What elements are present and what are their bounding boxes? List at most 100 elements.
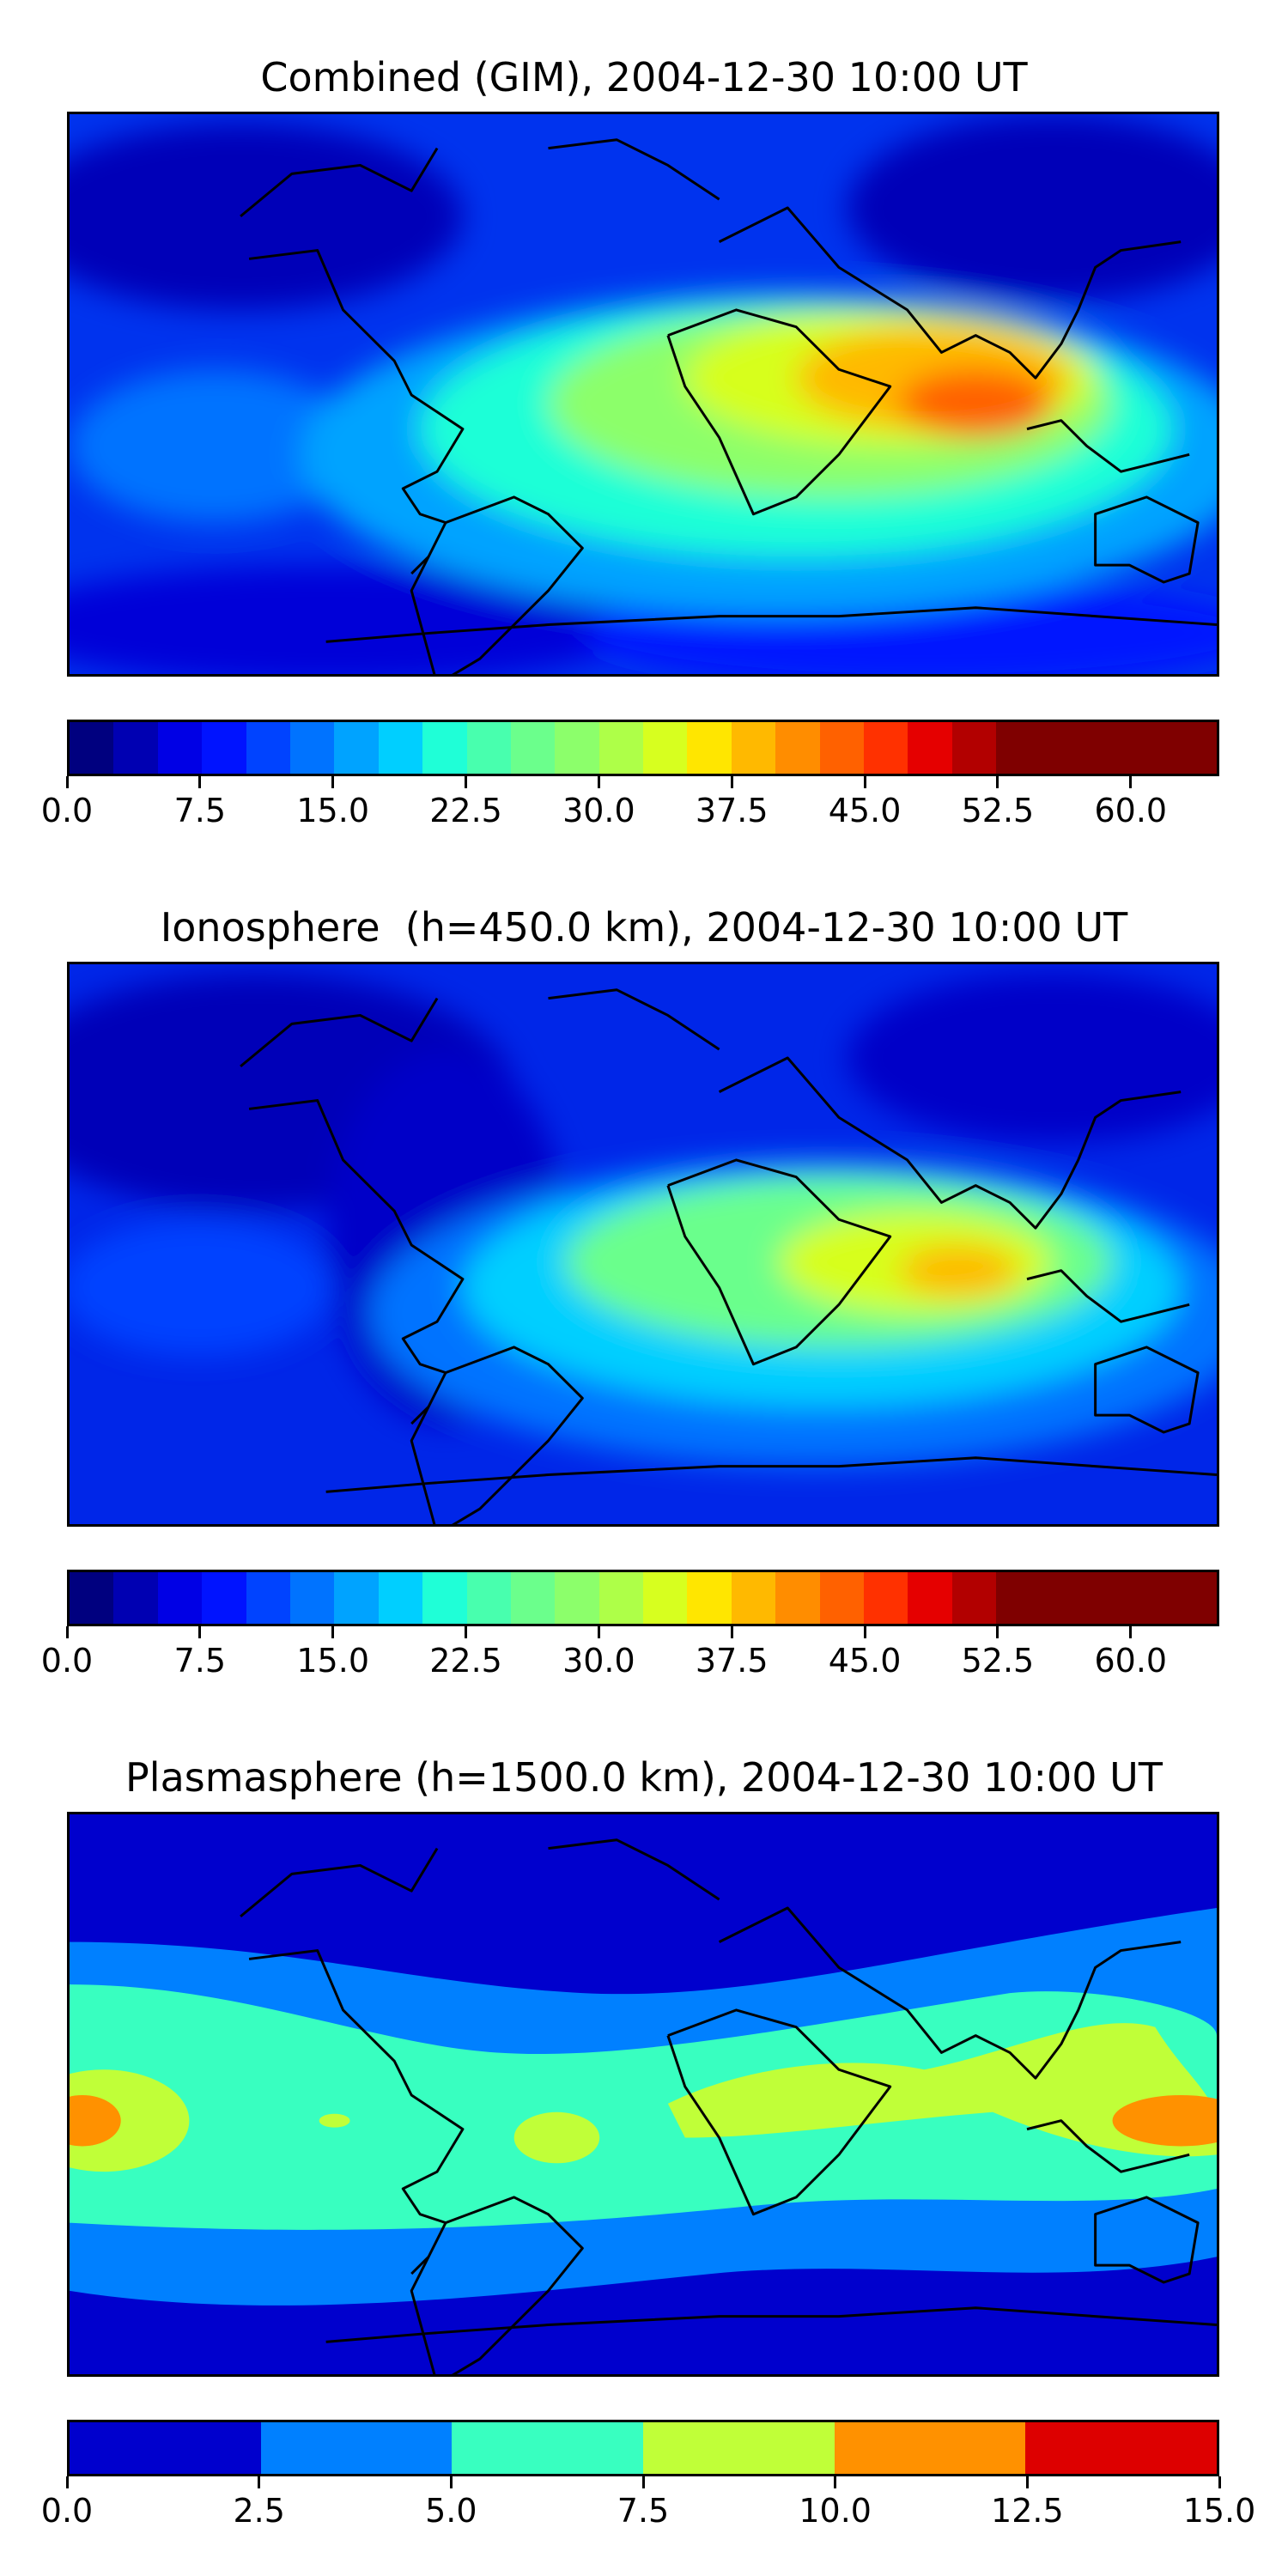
colorbar-tick [331, 1626, 335, 1638]
colorbar-segment [775, 1572, 820, 1624]
colorbar-tick-label: 12.5 [991, 2492, 1064, 2530]
colorbar-segment [687, 722, 732, 774]
colorbar-tick-label: 15.0 [1182, 2492, 1256, 2530]
colorbar-tick-label: 30.0 [562, 1642, 635, 1680]
colorbar-tick [198, 776, 202, 788]
colorbar-segment [113, 722, 158, 774]
plasmasphere-colorbar [67, 2420, 1219, 2476]
colorbar-segment [1025, 2422, 1217, 2474]
colorbar-segment [951, 1572, 997, 1624]
colorbar-tick-label: 0.0 [40, 1642, 94, 1680]
colorbar-tick-label: 22.5 [429, 1642, 502, 1680]
colorbar-segment [260, 2422, 453, 2474]
colorbar-segment [1172, 722, 1217, 774]
colorbar-segment [113, 1572, 158, 1624]
colorbar-tick [597, 776, 600, 788]
colorbar-segment [246, 1572, 290, 1624]
colorbar-tick-label: 15.0 [296, 792, 369, 829]
colorbar-tick-label: 45.0 [828, 1642, 902, 1680]
colorbar-segment [289, 1572, 335, 1624]
colorbar-tick [730, 776, 733, 788]
colorbar-segment [864, 1572, 908, 1624]
colorbar-segment [378, 1572, 423, 1624]
colorbar-tick [65, 2476, 69, 2488]
colorbar-tick-label: 5.0 [425, 2492, 477, 2530]
colorbar-tick [996, 1626, 999, 1638]
plasmasphere-title: Plasmasphere (h=1500.0 km), 2004-12-30 1… [125, 1754, 1163, 1801]
colorbar-tick-label: 45.0 [828, 792, 902, 829]
colorbar-segment [1040, 1572, 1084, 1624]
colorbar-tick [1218, 2476, 1221, 2488]
colorbar-tick [465, 776, 468, 788]
colorbar-segment [555, 1572, 599, 1624]
colorbar-segment [70, 722, 114, 774]
colorbar-segment [334, 722, 379, 774]
colorbar-segment [908, 722, 952, 774]
colorbar-tick-label: 60.0 [1094, 1642, 1168, 1680]
colorbar-tick [1129, 776, 1133, 788]
colorbar-segment [996, 1572, 1041, 1624]
coastlines [240, 988, 1217, 1524]
colorbar-tick [331, 776, 335, 788]
coastlines [240, 138, 1217, 674]
colorbar-tick-label: 7.5 [173, 792, 227, 829]
colorbar-segment [643, 2422, 835, 2474]
colorbar-segment [819, 722, 865, 774]
colorbar-tick-label: 10.0 [799, 2492, 872, 2530]
colorbar-tick-label: 7.5 [173, 1642, 227, 1680]
colorbar-tick [449, 2476, 453, 2488]
colorbar-tick-label: 30.0 [562, 792, 635, 829]
colorbar-segment [334, 1572, 379, 1624]
ionosphere-contour-field [70, 964, 1217, 1524]
colorbar-tick-label: 37.5 [695, 792, 769, 829]
colorbar-segment [687, 1572, 732, 1624]
colorbar-segment [908, 1572, 952, 1624]
colorbar-segment [555, 722, 599, 774]
colorbar-segment [452, 2422, 644, 2474]
colorbar-segment [246, 722, 290, 774]
colorbar-segment [1128, 722, 1173, 774]
colorbar-segment [598, 722, 644, 774]
colorbar-tick-label: 2.5 [233, 2492, 285, 2530]
plasmasphere-map [67, 1812, 1219, 2377]
ionosphere-title: Ionosphere (h=450.0 km), 2004-12-30 10:0… [160, 904, 1128, 951]
colorbar-segment [70, 1572, 114, 1624]
colorbar-segment [864, 722, 908, 774]
colorbar-tick-label: 60.0 [1094, 792, 1168, 829]
combined-colorbar [67, 720, 1219, 776]
colorbar-tick [641, 2476, 645, 2488]
ionosphere-map [67, 962, 1219, 1527]
colorbar-segment [510, 722, 556, 774]
colorbar-tick [198, 1626, 202, 1638]
colorbar-segment [643, 1572, 688, 1624]
plasmasphere-contour-field [70, 1814, 1217, 2374]
colorbar-tick [863, 1626, 866, 1638]
colorbar-segment [70, 2422, 261, 2474]
colorbar-segment [731, 1572, 776, 1624]
colorbar-segment [1084, 722, 1129, 774]
colorbar-tick [1129, 1626, 1133, 1638]
colorbar-segment [643, 722, 688, 774]
colorbar-tick [65, 1626, 69, 1638]
colorbar-segment [1128, 1572, 1173, 1624]
colorbar-segment [202, 1572, 246, 1624]
colorbar-tick [834, 2476, 837, 2488]
colorbar-segment [510, 1572, 556, 1624]
combined-title: Combined (GIM), 2004-12-30 10:00 UT [260, 54, 1028, 100]
colorbar-tick-label: 37.5 [695, 1642, 769, 1680]
colorbar-tick-label: 52.5 [961, 792, 1035, 829]
colorbar-segment [422, 1572, 467, 1624]
colorbar-segment [289, 722, 335, 774]
colorbar-tick-label: 0.0 [40, 2492, 94, 2530]
combined-map [67, 112, 1219, 677]
colorbar-tick-label: 22.5 [429, 792, 502, 829]
colorbar-segment [202, 722, 246, 774]
colorbar-segment [378, 722, 423, 774]
colorbar-tick-label: 52.5 [961, 1642, 1035, 1680]
colorbar-segment [775, 722, 820, 774]
colorbar-tick [465, 1626, 468, 1638]
combined-contour-field [70, 114, 1217, 674]
colorbar-segment [598, 1572, 644, 1624]
colorbar-segment [951, 722, 997, 774]
colorbar-tick-label: 7.5 [617, 2492, 670, 2530]
